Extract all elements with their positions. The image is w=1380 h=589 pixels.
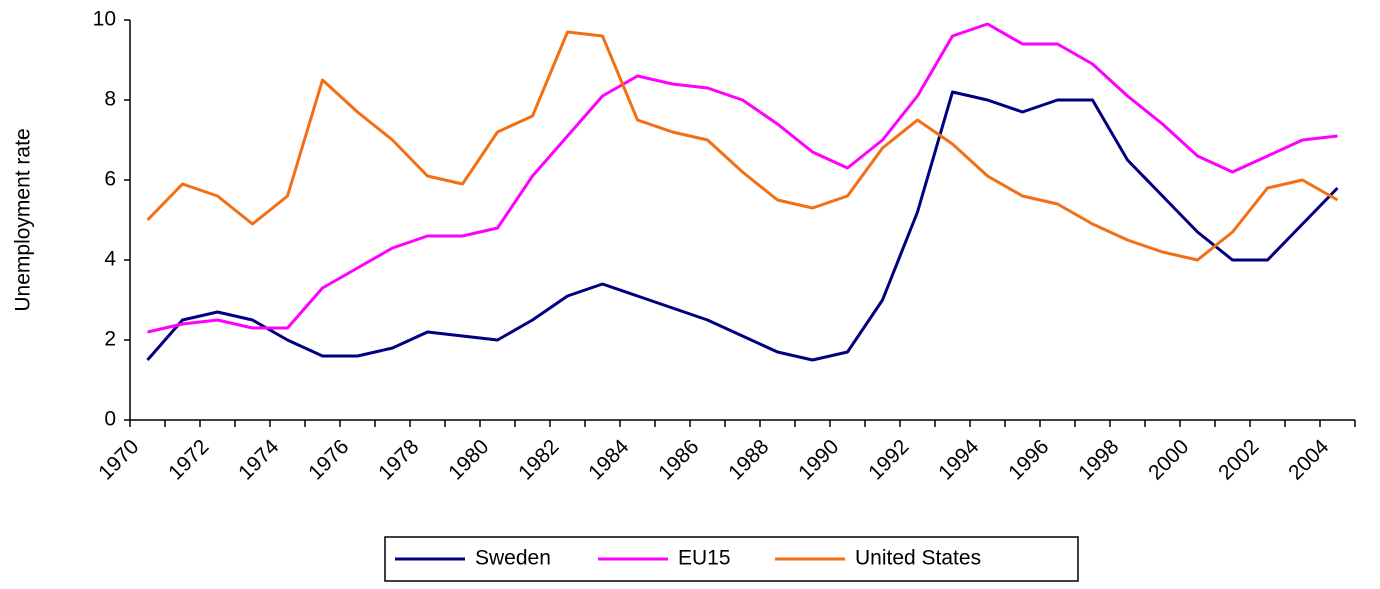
x-tick-label: 1992	[864, 435, 913, 484]
x-tick-label: 2000	[1144, 435, 1193, 484]
y-tick-label: 2	[104, 328, 116, 351]
y-tick-label: 6	[104, 168, 116, 191]
series-line	[146, 30, 1339, 262]
x-tick-label: 1970	[94, 435, 143, 484]
x-tick-label: 1996	[1004, 435, 1053, 484]
x-tick-label: 1994	[934, 435, 984, 485]
y-axis-label: Unemployment rate	[12, 128, 35, 311]
x-tick-label: 1990	[794, 435, 843, 484]
y-tick-label: 0	[104, 408, 116, 431]
x-tick-label: 1998	[1074, 435, 1123, 484]
x-tick-label: 1988	[724, 435, 773, 484]
series-line	[147, 22, 1338, 334]
legend-label: Sweden	[475, 547, 551, 570]
x-tick-label: 2004	[1284, 435, 1334, 485]
x-tick-label: 1986	[654, 435, 703, 484]
series-line	[146, 90, 1339, 362]
y-tick-label: 4	[104, 248, 116, 271]
x-tick-label: 1982	[514, 435, 563, 484]
x-tick-label: 1974	[234, 435, 284, 485]
x-tick-label: 1978	[374, 435, 423, 484]
legend-label: United States	[855, 547, 981, 570]
legend-label: EU15	[678, 547, 731, 570]
y-tick-label: 8	[104, 88, 116, 111]
x-tick-label: 1984	[584, 435, 634, 485]
x-tick-label: 1972	[164, 435, 213, 484]
x-tick-label: 1976	[304, 435, 353, 484]
x-tick-label: 1980	[444, 435, 493, 484]
y-tick-label: 10	[93, 8, 116, 31]
legend-box	[384, 536, 1079, 582]
x-tick-label: 2002	[1214, 435, 1263, 484]
